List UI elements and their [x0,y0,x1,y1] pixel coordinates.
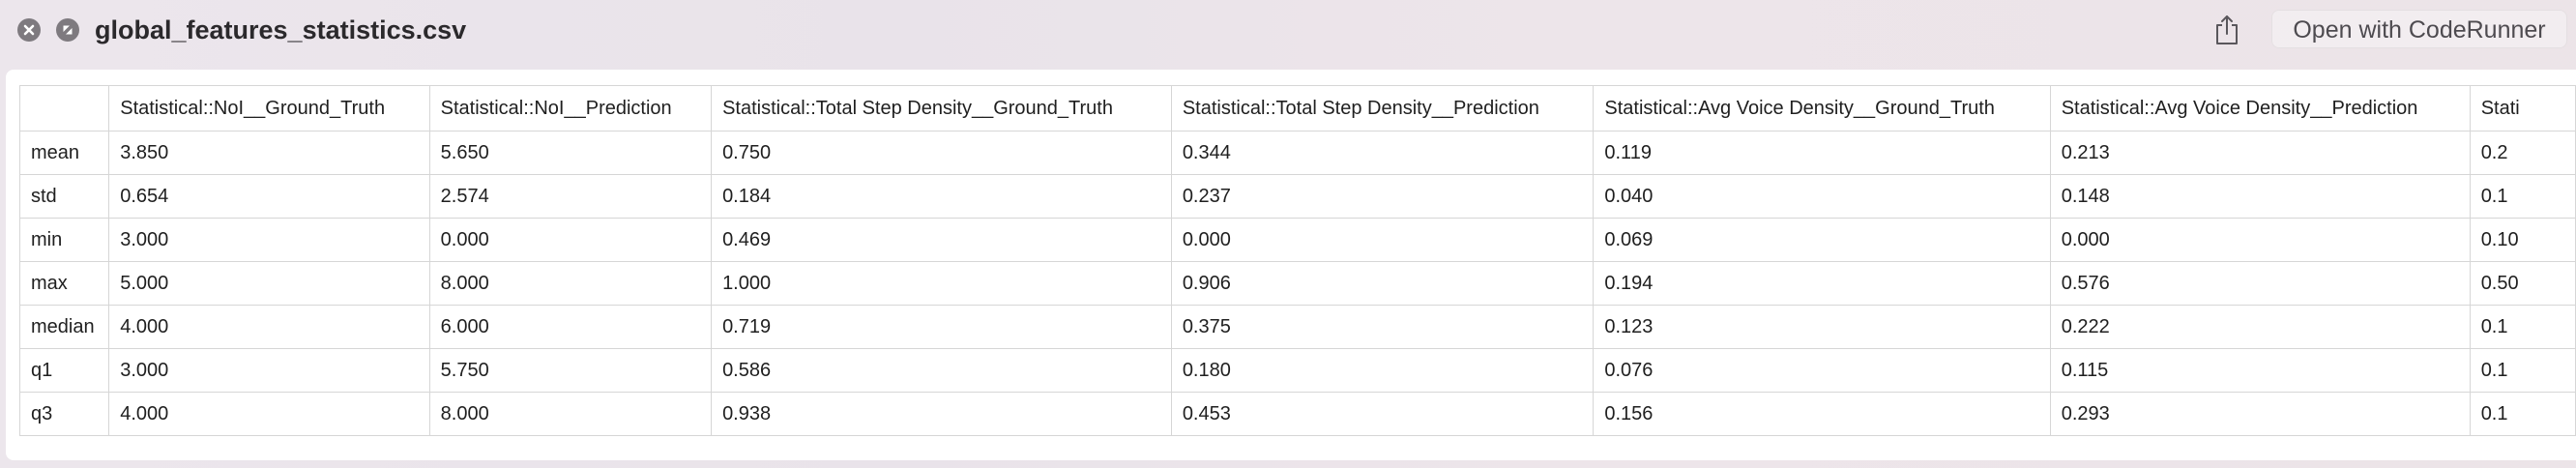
table-cell: 8.000 [428,261,713,306]
table-cell: 0.213 [2049,131,2471,175]
table-cell: 0.293 [2049,392,2471,436]
table-cell: 0.1 [2469,392,2576,436]
table-row: std 0.654 2.574 0.184 0.237 0.040 0.148 … [18,174,2576,219]
column-header: Statistical::NoI__Prediction [428,85,713,132]
table-cell: 0.000 [2049,218,2471,262]
header-row: Statistical::NoI__Ground_Truth Statistic… [18,85,2576,132]
table-cell: 0.000 [1170,218,1595,262]
table-cell: 0.906 [1170,261,1595,306]
table-row: max 5.000 8.000 1.000 0.906 0.194 0.576 … [18,261,2576,306]
table-cell: 0.375 [1170,305,1595,349]
row-label-cell: median [18,305,110,349]
close-button[interactable] [17,18,41,42]
column-header: Statistical::Avg Voice Density__Ground_T… [1593,85,2051,132]
table-cell: 0.115 [2049,348,2471,393]
table-cell: 0.040 [1593,174,2051,219]
row-label-cell: min [18,218,110,262]
table-cell: 5.650 [428,131,713,175]
table-cell: 0.453 [1170,392,1595,436]
table-cell: 0.123 [1593,305,2051,349]
table-cell: 0.076 [1593,348,2051,393]
table-cell: 0.344 [1170,131,1595,175]
table-cell: 0.2 [2469,131,2576,175]
fullscreen-icon [63,25,73,35]
title-bar: global_features_statistics.csv Open with… [0,0,2576,62]
table-cell: 0.000 [428,218,713,262]
table-cell: 0.750 [711,131,1172,175]
table-cell: 0.50 [2469,261,2576,306]
row-label-cell: mean [18,131,110,175]
table-cell: 0.938 [711,392,1172,436]
table-cell: 0.586 [711,348,1172,393]
table-row: q3 4.000 8.000 0.938 0.453 0.156 0.293 0… [18,392,2576,436]
table-cell: 0.10 [2469,218,2576,262]
row-label-cell: max [18,261,110,306]
column-header: Statistical::Total Step Density__Ground_… [711,85,1172,132]
column-header: Statistical::NoI__Ground_Truth [108,85,430,132]
fullscreen-button[interactable] [56,18,79,42]
column-header: Statistical::Avg Voice Density__Predicti… [2049,85,2471,132]
table-row: q1 3.000 5.750 0.586 0.180 0.076 0.115 0… [18,348,2576,393]
share-icon [2216,15,2238,44]
column-header: Stati [2469,85,2576,132]
table-cell: 0.654 [108,174,430,219]
corner-header-cell [18,85,110,132]
share-button[interactable] [2211,14,2242,46]
table-cell: 0.1 [2469,305,2576,349]
window-bottom-edge [0,460,2576,468]
table-row: min 3.000 0.000 0.469 0.000 0.069 0.000 … [18,218,2576,262]
column-header: Statistical::Total Step Density__Predict… [1170,85,1595,132]
table-cell: 0.119 [1593,131,2051,175]
row-label-cell: std [18,174,110,219]
table-cell: 5.000 [108,261,430,306]
table-row: mean 3.850 5.650 0.750 0.344 0.119 0.213… [18,131,2576,175]
table-cell: 8.000 [428,392,713,436]
table-cell: 3.850 [108,131,430,175]
table-cell: 0.469 [711,218,1172,262]
csv-table: Statistical::NoI__Ground_Truth Statistic… [18,85,2576,436]
table-cell: 0.237 [1170,174,1595,219]
table-cell: 4.000 [108,392,430,436]
table-cell: 0.148 [2049,174,2471,219]
table-row: median 4.000 6.000 0.719 0.375 0.123 0.2… [18,305,2576,349]
csv-preview-area: Statistical::NoI__Ground_Truth Statistic… [6,70,2576,460]
table-cell: 5.750 [428,348,713,393]
table-cell: 0.1 [2469,174,2576,219]
table-cell: 0.222 [2049,305,2471,349]
table-cell: 0.194 [1593,261,2051,306]
table-cell: 0.180 [1170,348,1595,393]
table-cell: 1.000 [711,261,1172,306]
table-cell: 0.156 [1593,392,2051,436]
table-cell: 0.1 [2469,348,2576,393]
row-label-cell: q1 [18,348,110,393]
table-cell: 0.576 [2049,261,2471,306]
table-cell: 2.574 [428,174,713,219]
window-title: global_features_statistics.csv [95,15,467,44]
close-icon [23,24,35,36]
table-cell: 6.000 [428,305,713,349]
open-with-coderunner-button[interactable]: Open with CodeRunner [2271,10,2567,48]
table-cell: 0.069 [1593,218,2051,262]
table-cell: 3.000 [108,218,430,262]
table-cell: 0.184 [711,174,1172,219]
table-cell: 4.000 [108,305,430,349]
row-label-cell: q3 [18,392,110,436]
table-cell: 3.000 [108,348,430,393]
table-cell: 0.719 [711,305,1172,349]
